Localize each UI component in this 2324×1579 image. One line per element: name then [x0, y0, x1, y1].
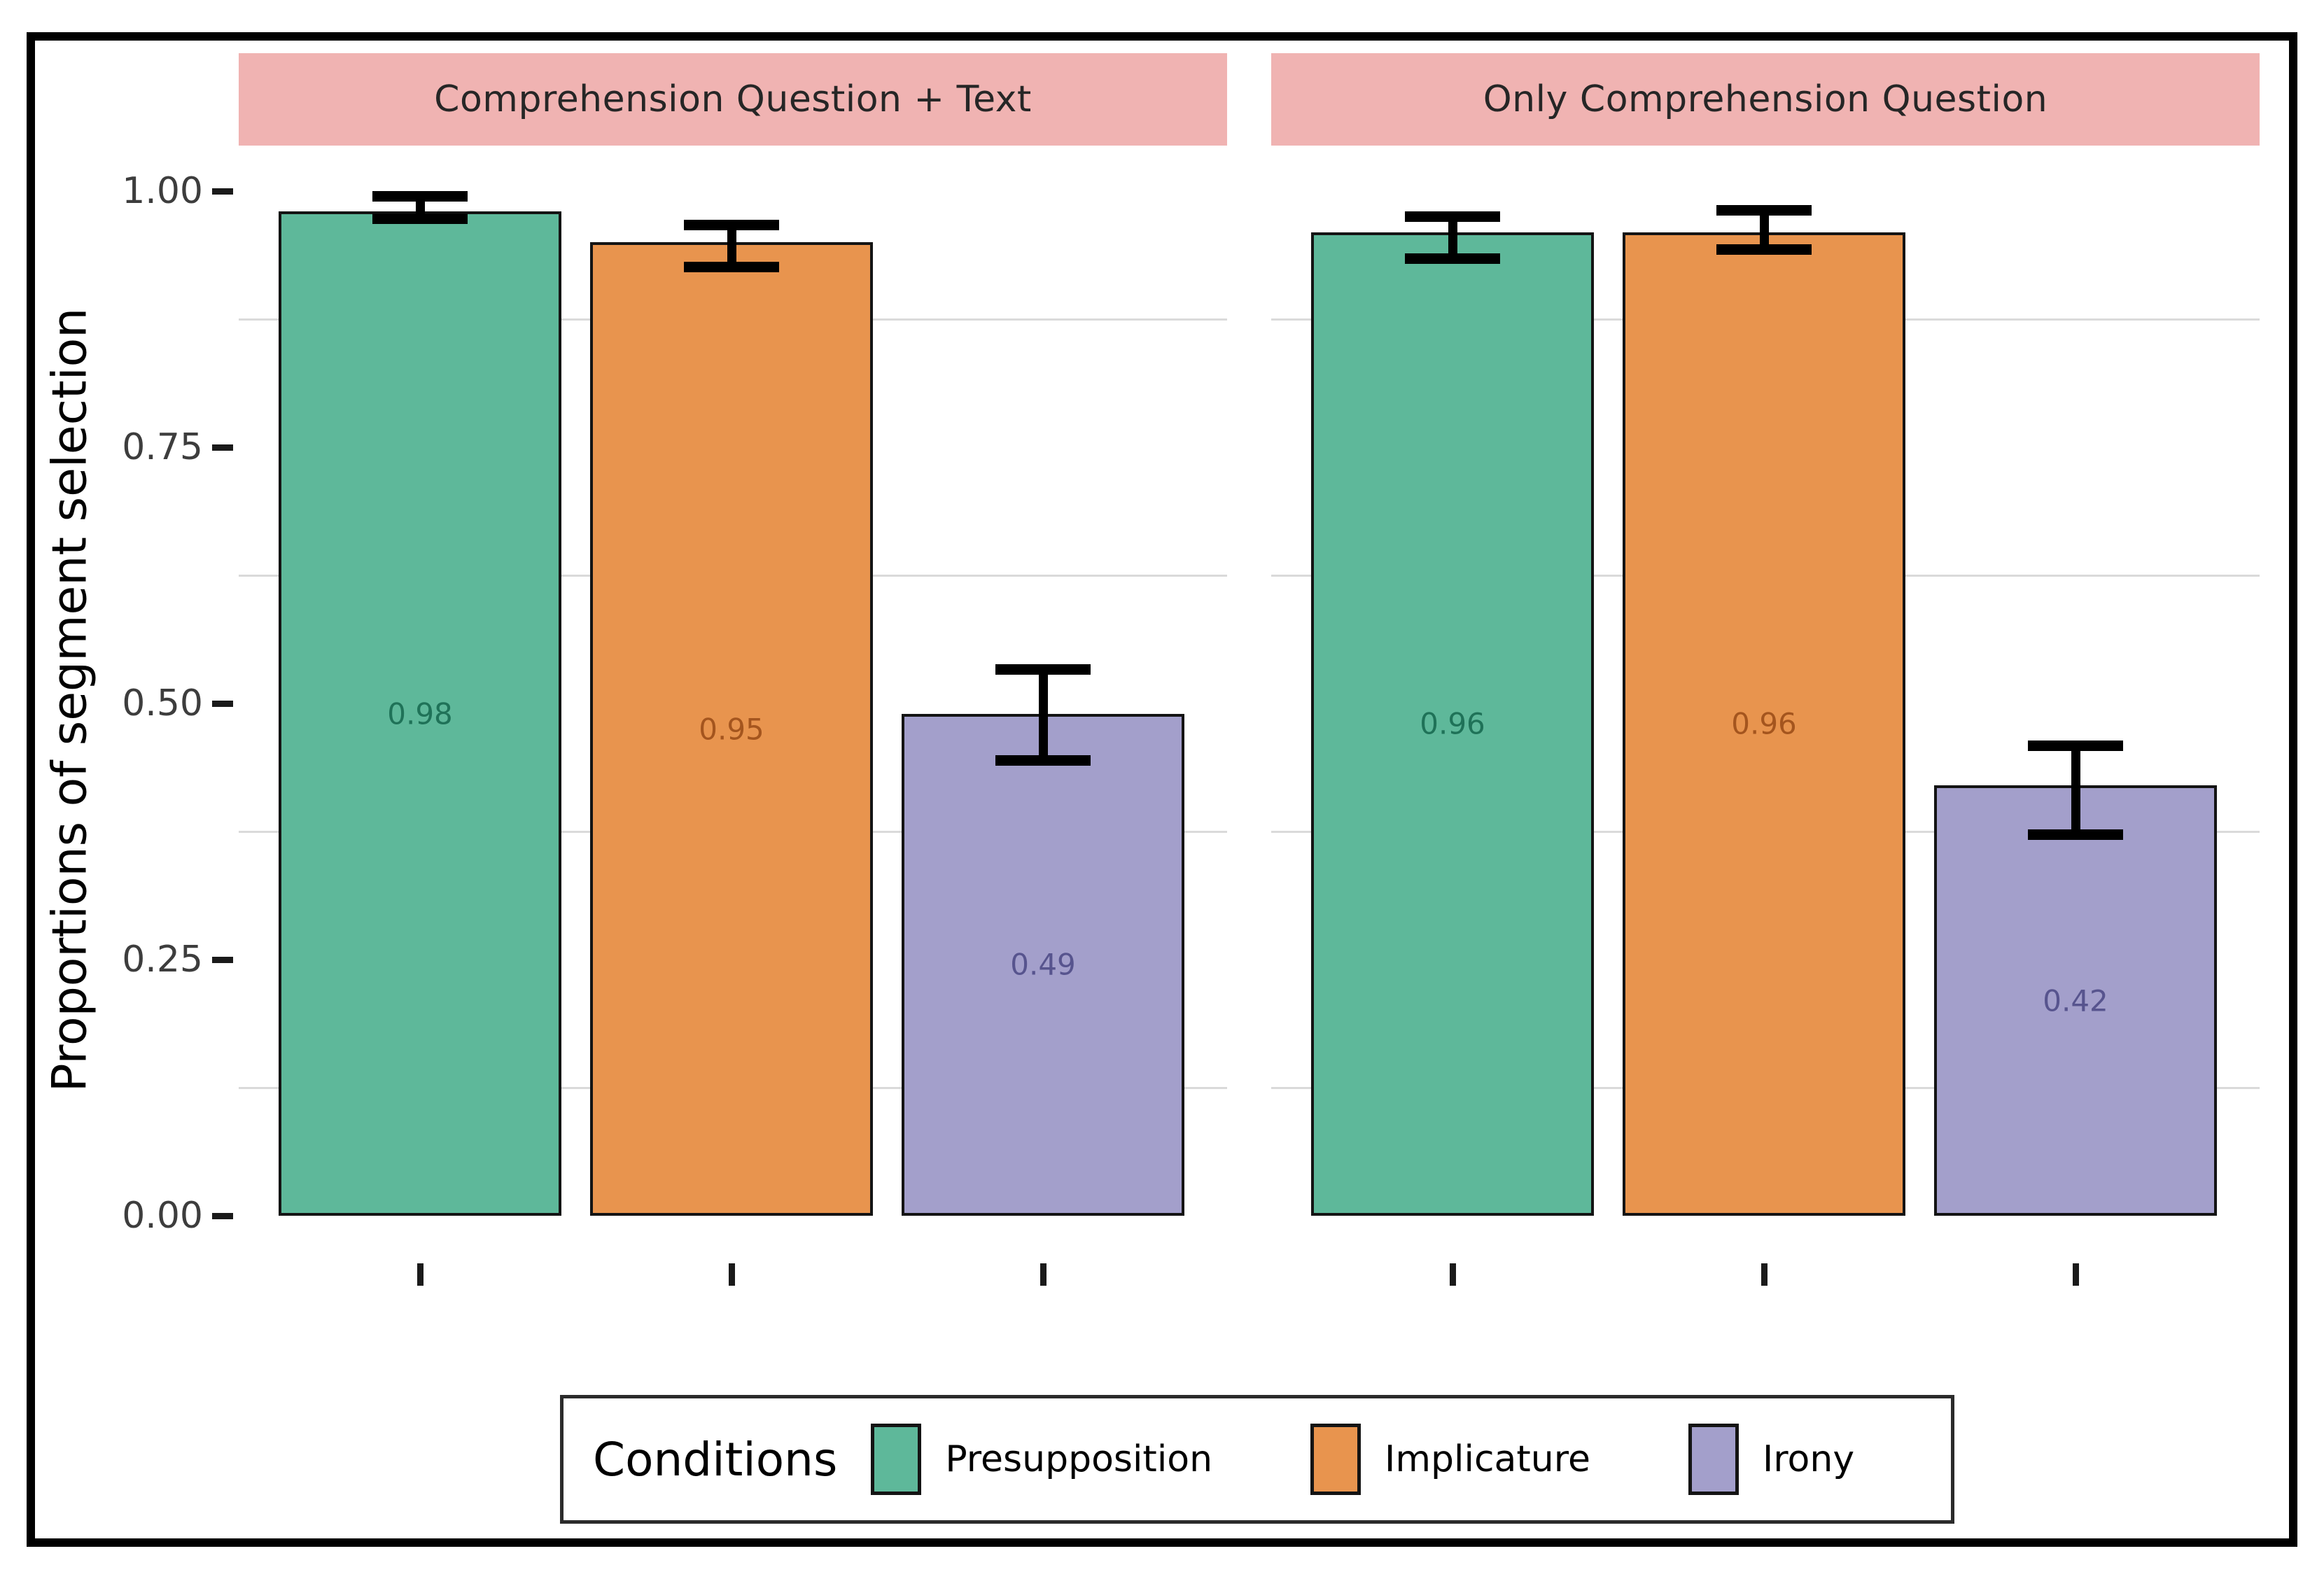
- error-bar-cap: [995, 664, 1091, 675]
- error-bar-line: [1448, 216, 1457, 259]
- y-axis-tick: [212, 188, 233, 195]
- error-bar-cap: [372, 190, 468, 202]
- facet-strip-right: Only Comprehension Question: [1271, 53, 2260, 146]
- legend-box: Conditions Presupposition Implicature Iron…: [560, 1395, 1954, 1524]
- y-axis-tick: [212, 701, 233, 707]
- y-axis-tick: [212, 1213, 233, 1219]
- legend-swatch-presupposition: [871, 1424, 922, 1495]
- bar-value-label: 0.96: [1731, 706, 1797, 741]
- bar-irony: [902, 713, 1184, 1216]
- x-axis-tick: [728, 1263, 735, 1286]
- y-axis-tick: [212, 444, 233, 451]
- legend-item-implicature: Implicature: [1310, 1424, 1590, 1495]
- bar-value-label: 0.96: [1420, 706, 1485, 741]
- legend-items: Presupposition Implicature Irony: [871, 1424, 1854, 1495]
- bar-value-label: 0.42: [2043, 983, 2108, 1018]
- y-axis-tick-label: 0.00: [122, 1195, 203, 1237]
- error-bar-cap: [1716, 244, 1812, 255]
- legend-title: Conditions: [593, 1432, 838, 1487]
- legend-label: Presupposition: [945, 1438, 1213, 1480]
- bar-value-label: 0.49: [1010, 947, 1076, 982]
- bar-presupposition: [1311, 232, 1594, 1216]
- error-bar-line: [2071, 745, 2080, 835]
- y-axis-tick-label: 1.00: [122, 170, 203, 212]
- error-bar-line: [415, 196, 425, 219]
- legend-swatch-implicature: [1310, 1424, 1362, 1495]
- error-bar-cap: [684, 219, 779, 230]
- error-bar-cap: [2028, 829, 2123, 840]
- bar-irony: [1934, 785, 2217, 1216]
- error-bar-cap: [372, 213, 468, 225]
- error-bar-line: [1038, 669, 1048, 761]
- error-bar-cap: [2028, 740, 2123, 751]
- legend-label: Irony: [1762, 1438, 1855, 1480]
- y-axis-tick-label: 0.50: [122, 682, 203, 724]
- figure-border: [27, 32, 2297, 1547]
- error-bar-cap: [1716, 205, 1812, 216]
- facet-strip-left-label: Comprehension Question + Text: [434, 78, 1032, 120]
- error-bar-cap: [995, 755, 1091, 766]
- x-axis-tick: [1040, 1263, 1046, 1286]
- y-axis-tick-label: 0.25: [122, 939, 203, 981]
- bar-value-label: 0.98: [387, 696, 453, 731]
- bar-presupposition: [279, 211, 561, 1216]
- error-bar-line: [1759, 210, 1769, 250]
- bar-implicature: [590, 242, 873, 1216]
- legend-item-presupposition: Presupposition: [871, 1424, 1212, 1495]
- legend-item-irony: Irony: [1688, 1424, 1854, 1495]
- x-axis-tick: [1449, 1263, 1456, 1286]
- x-axis-tick: [1760, 1263, 1768, 1286]
- facet-strip-right-label: Only Comprehension Question: [1483, 78, 2048, 120]
- error-bar-line: [727, 225, 736, 267]
- y-axis-tick-label: 0.75: [122, 426, 203, 468]
- legend-swatch-irony: [1688, 1424, 1739, 1495]
- y-axis-tick: [212, 957, 233, 963]
- x-axis-tick: [2072, 1263, 2079, 1286]
- facet-strip-left: Comprehension Question + Text: [239, 53, 1227, 146]
- error-bar-cap: [1405, 253, 1500, 265]
- bar-implicature: [1623, 232, 1905, 1216]
- error-bar-cap: [1405, 211, 1500, 223]
- error-bar-cap: [684, 261, 779, 272]
- bar-value-label: 0.95: [699, 712, 764, 747]
- x-axis-tick: [416, 1263, 424, 1286]
- legend-label: Implicature: [1385, 1438, 1590, 1480]
